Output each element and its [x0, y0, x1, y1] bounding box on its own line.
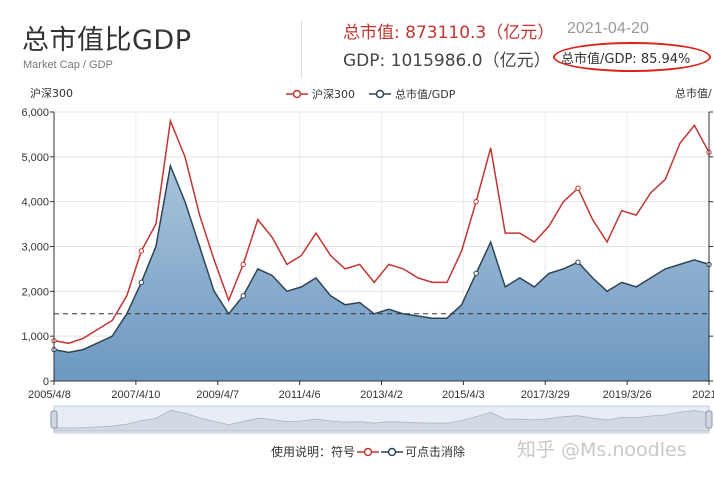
y-tick-label: 6,000 [21, 107, 49, 119]
gdp-readout: GDP: 1015986.0（亿元） [343, 51, 551, 71]
zoom-handle-right[interactable] [705, 410, 713, 429]
legend-marker-ratio-icon [369, 89, 391, 99]
legend-item-hs300[interactable]: 沪深300 [286, 86, 355, 102]
usage-prefix: 使用说明：符号 [271, 445, 356, 459]
x-tick-label: 2017/3/29 [521, 389, 570, 401]
x-tick-label: 2005/4/8 [28, 389, 71, 401]
legend-marker-hs300-icon [286, 89, 308, 99]
ratio-point [473, 270, 479, 277]
x-tick-label: 2019/3/26 [603, 389, 652, 401]
y-tick-label: 2,000 [21, 286, 49, 298]
x-tick-label: 2011/4/6 [279, 389, 321, 401]
header-divider [301, 20, 302, 78]
legend-label-hs300: 沪深300 [312, 88, 355, 101]
y-tick-label: 0 [43, 376, 49, 388]
legend-item-ratio[interactable]: 总市值/GDP [369, 86, 455, 102]
annotation-ellipse [553, 42, 711, 72]
hs300-point [575, 185, 581, 191]
chart-canvas: 0 1,000 2,000 3,000 4,000 5,000 6,000 2005/4/8… [21, 107, 714, 434]
x-tick-label: 2015/4/3 [442, 389, 485, 401]
ratio-area [54, 165, 709, 381]
legend-label-ratio: 总市值/GDP [395, 88, 456, 101]
ratio-point [138, 279, 145, 286]
chart-legend: 沪深300 总市值/GDP [286, 86, 455, 102]
usage-red-marker-icon [357, 447, 380, 456]
watermark: 知乎 @Ms.noodles [517, 439, 687, 461]
usage-dark-marker-icon [381, 447, 404, 456]
hs300-point [138, 248, 145, 254]
ratio-point [575, 259, 581, 265]
usage-suffix: 可点击消除 [405, 445, 466, 459]
date-readout: 2021-04-20 [567, 20, 649, 37]
left-axis-name: 沪深300 [30, 87, 73, 100]
page-title: 总市值比GDP [22, 25, 192, 56]
y-tick-label: 5,000 [21, 152, 49, 164]
market-cap-readout: 总市值: 873110.3（亿元） [343, 23, 555, 43]
zoom-slider-minimap [53, 409, 710, 432]
ratio-point [240, 293, 246, 299]
right-axis-name: 总市值/ [675, 87, 712, 100]
x-tick-label: 2009/4/7 [196, 389, 239, 401]
ratio-line [53, 163, 710, 354]
x-tick-label: 2013/4/2 [360, 389, 403, 401]
page-subtitle: Market Cap / GDP [23, 59, 113, 71]
hs300-point [240, 261, 246, 268]
hs300-line [53, 118, 710, 345]
zoom-handle-left[interactable] [50, 410, 58, 429]
usage-note: 使用说明：符号 可点击消除 [271, 443, 465, 460]
y-tick-label: 1,000 [21, 331, 49, 343]
y-tick-label: 3,000 [21, 242, 49, 254]
x-tick-label: 2021/3 [692, 389, 714, 401]
y-tick-label: 4,000 [21, 197, 49, 209]
hs300-point [473, 198, 479, 205]
x-tick-label: 2007/4/10 [111, 389, 160, 401]
